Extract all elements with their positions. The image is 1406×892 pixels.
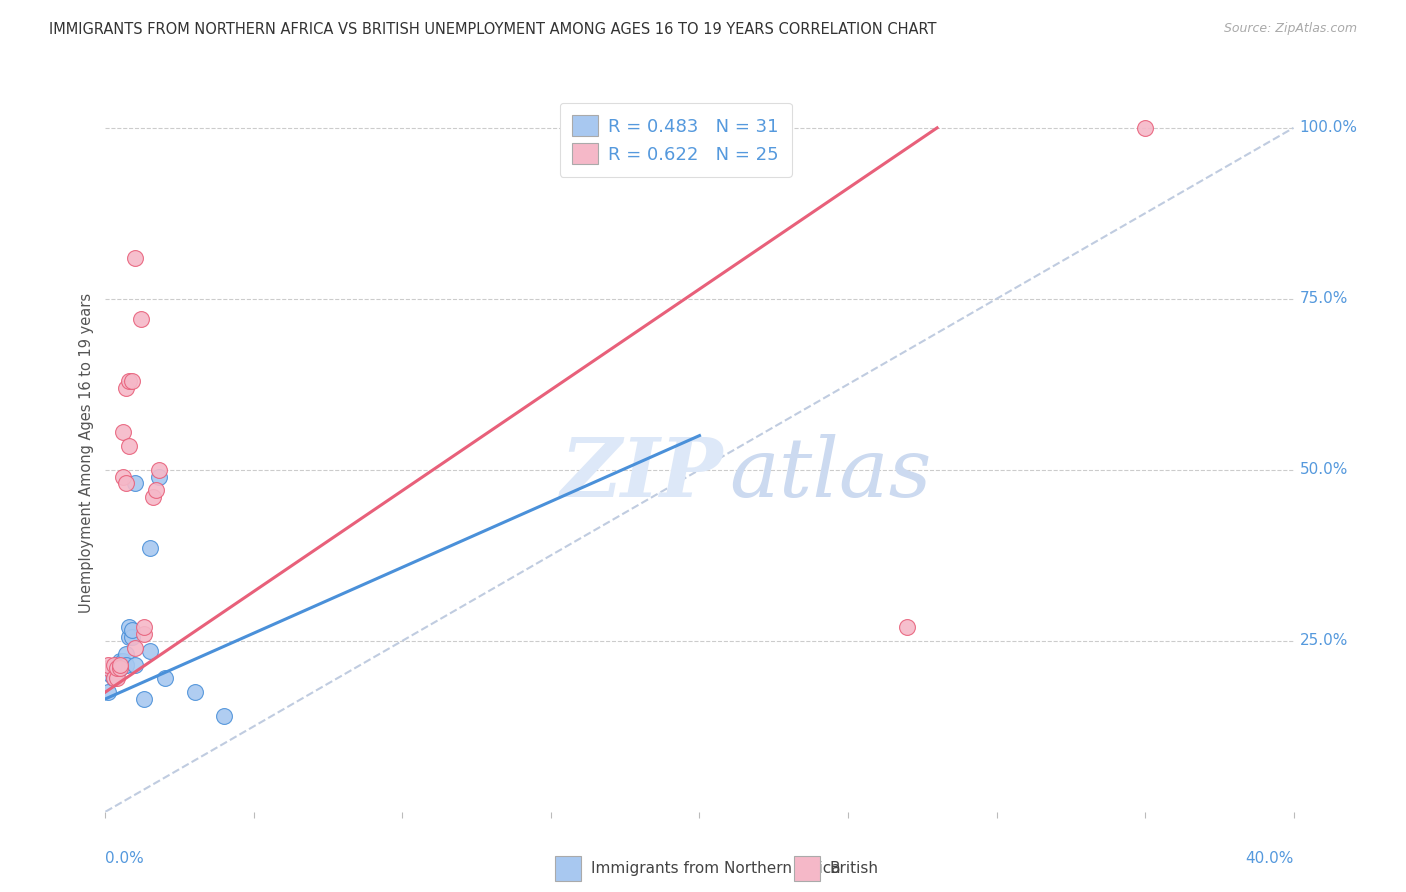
Point (110, 657, 132, 672)
Point (105, 657, 128, 672)
Point (124, 251, 146, 265)
Point (110, 661, 132, 675)
Point (124, 476, 146, 491)
Text: 0.0%: 0.0% (105, 851, 145, 866)
Point (142, 490, 165, 504)
Point (139, 644, 162, 658)
Point (145, 483, 167, 498)
Point (121, 374, 143, 388)
Point (105, 665, 128, 679)
Point (103, 657, 125, 672)
Point (118, 620, 141, 634)
Point (896, 620, 918, 634)
Point (112, 654, 135, 668)
Text: 75.0%: 75.0% (1299, 292, 1348, 306)
Point (118, 439, 141, 453)
Point (148, 469, 170, 483)
Point (97, 685, 120, 699)
Text: IMMIGRANTS FROM NORTHERN AFRICA VS BRITISH UNEMPLOYMENT AMONG AGES 16 TO 19 YEAR: IMMIGRANTS FROM NORTHERN AFRICA VS BRITI… (49, 22, 936, 37)
Point (112, 657, 135, 672)
Point (115, 648, 138, 662)
Point (110, 654, 132, 668)
Point (132, 692, 155, 706)
Text: 50.0%: 50.0% (1299, 462, 1348, 477)
Point (115, 657, 138, 672)
Point (139, 541, 162, 556)
Point (97, 661, 120, 675)
Point (105, 661, 128, 675)
Point (115, 381, 138, 395)
Text: Immigrants from Northern Africa: Immigrants from Northern Africa (591, 862, 841, 876)
Point (112, 657, 135, 672)
Point (129, 312, 152, 326)
Point (153, 671, 176, 685)
Text: British: British (830, 862, 879, 876)
Point (121, 630, 143, 644)
Point (1133, 120, 1156, 135)
Legend: R = 0.483   N = 31, R = 0.622   N = 25: R = 0.483 N = 31, R = 0.622 N = 25 (560, 103, 792, 177)
Point (103, 671, 125, 685)
Point (121, 624, 143, 638)
Point (103, 671, 125, 685)
Point (103, 671, 125, 685)
Point (118, 374, 141, 388)
Text: 25.0%: 25.0% (1299, 633, 1348, 648)
Text: 100.0%: 100.0% (1299, 120, 1357, 136)
Point (132, 627, 155, 641)
Point (105, 671, 128, 685)
Point (103, 665, 125, 679)
Text: atlas: atlas (730, 434, 932, 514)
Point (112, 469, 135, 483)
Point (115, 657, 138, 672)
Point (124, 657, 146, 672)
Point (110, 661, 132, 675)
Point (100, 668, 122, 682)
Point (118, 630, 141, 644)
Point (148, 463, 170, 477)
Text: ZIP: ZIP (561, 434, 723, 514)
Text: Source: ZipAtlas.com: Source: ZipAtlas.com (1223, 22, 1357, 36)
Point (110, 657, 132, 672)
Point (97, 657, 120, 672)
Point (112, 425, 135, 439)
Point (100, 661, 122, 675)
Point (183, 685, 205, 699)
Point (132, 620, 155, 634)
Point (115, 476, 138, 491)
Point (105, 661, 128, 675)
Point (124, 640, 146, 655)
Y-axis label: Unemployment Among Ages 16 to 19 years: Unemployment Among Ages 16 to 19 years (79, 293, 94, 613)
Text: 40.0%: 40.0% (1246, 851, 1294, 866)
Point (214, 709, 236, 723)
